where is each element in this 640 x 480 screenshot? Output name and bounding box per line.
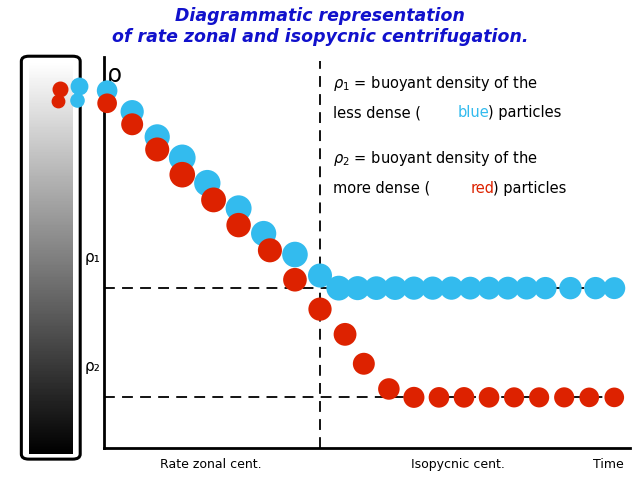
Title: Diagrammatic representation
of rate zonal and isopycnic centrifugation.: Diagrammatic representation of rate zona… [112, 7, 528, 46]
Text: red: red [470, 181, 494, 196]
Point [534, 394, 544, 401]
Point [484, 394, 494, 401]
Point [152, 133, 163, 141]
Point [446, 284, 456, 292]
Text: more dense (: more dense ( [333, 181, 430, 196]
Point [333, 284, 344, 292]
Text: $\rho_2$ = buoyant density of the: $\rho_2$ = buoyant density of the [333, 149, 538, 168]
Point [559, 394, 570, 401]
Point [590, 284, 600, 292]
Point [340, 331, 350, 338]
Point [102, 87, 112, 95]
Point [177, 171, 188, 179]
Point [434, 394, 444, 401]
Point [522, 284, 532, 292]
Point [315, 305, 325, 313]
Point [502, 284, 513, 292]
Point [202, 179, 212, 187]
Text: Time: Time [593, 458, 623, 471]
Point [371, 284, 381, 292]
Point [409, 394, 419, 401]
Point [53, 97, 63, 105]
Point [290, 251, 300, 258]
Point [152, 145, 163, 153]
Point [384, 385, 394, 393]
Point [315, 272, 325, 279]
Text: Isopycnic cent.: Isopycnic cent. [411, 458, 505, 471]
Point [177, 154, 188, 162]
Point [609, 394, 620, 401]
Point [234, 204, 244, 212]
Point [72, 96, 82, 104]
Point [609, 284, 620, 292]
Point [102, 99, 112, 107]
Point [209, 196, 219, 204]
Point [74, 83, 84, 90]
Text: ρ: ρ [107, 63, 122, 87]
Text: ρ₁: ρ₁ [85, 250, 101, 265]
Point [259, 229, 269, 237]
Point [428, 284, 438, 292]
Text: ) particles: ) particles [493, 181, 566, 196]
Point [459, 394, 469, 401]
Text: Rate zonal cent.: Rate zonal cent. [159, 458, 261, 471]
Point [290, 276, 300, 284]
Point [55, 85, 65, 93]
Text: blue: blue [458, 106, 490, 120]
Point [390, 284, 400, 292]
Point [265, 246, 275, 254]
Point [127, 108, 138, 116]
Point [540, 284, 550, 292]
Point [353, 284, 363, 292]
Point [584, 394, 595, 401]
Point [409, 284, 419, 292]
Text: less dense (: less dense ( [333, 106, 420, 120]
Text: ) particles: ) particles [488, 106, 561, 120]
Point [358, 360, 369, 368]
Point [509, 394, 519, 401]
Point [127, 120, 138, 128]
Text: $\rho_1$ = buoyant density of the: $\rho_1$ = buoyant density of the [333, 74, 538, 93]
Text: ρ₂: ρ₂ [85, 359, 101, 374]
Point [465, 284, 476, 292]
Point [484, 284, 494, 292]
Point [234, 221, 244, 229]
Point [565, 284, 575, 292]
